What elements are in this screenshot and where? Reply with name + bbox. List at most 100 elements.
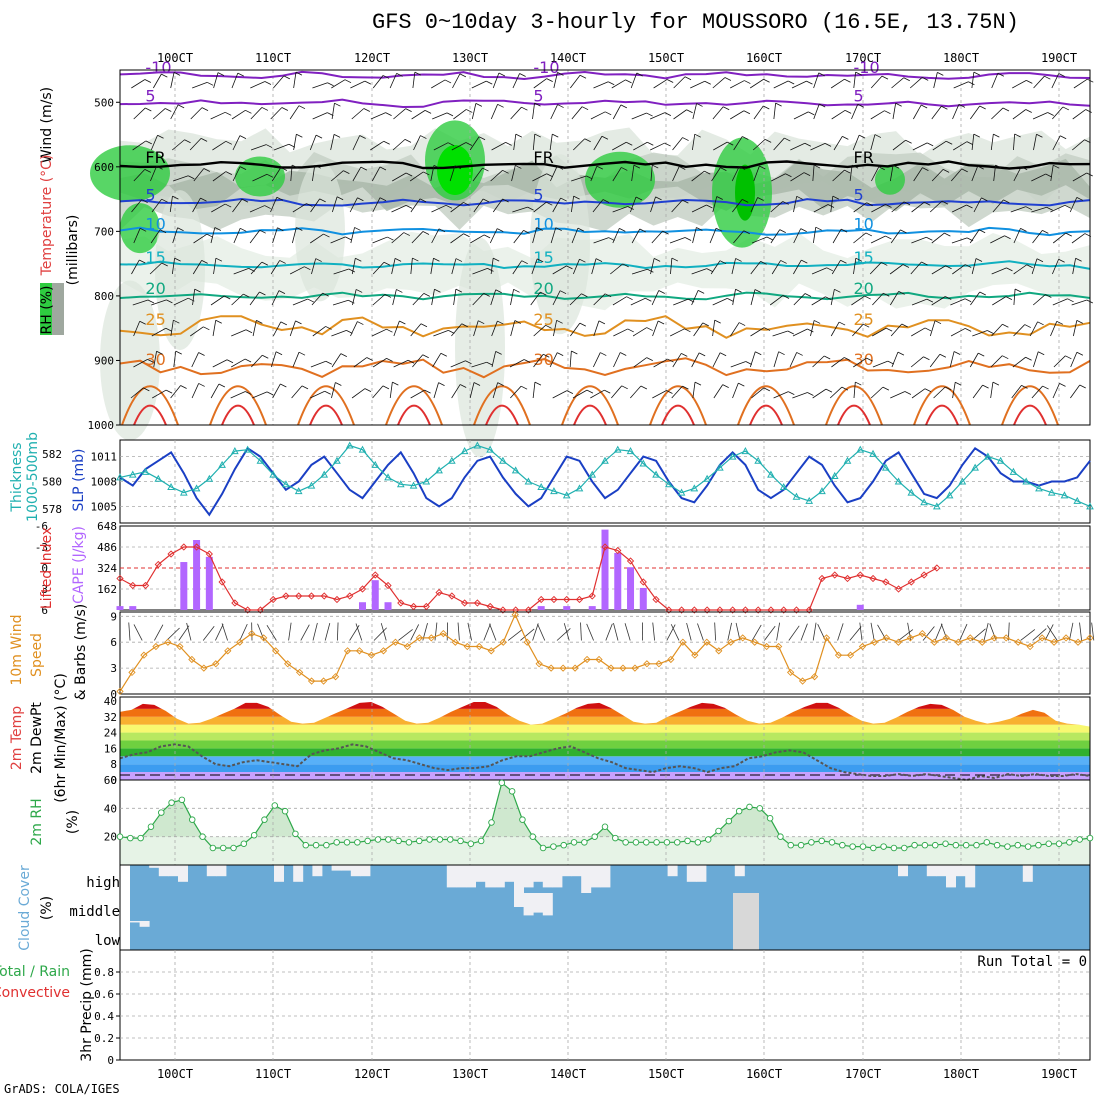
wind-barb <box>497 382 504 386</box>
wind-barb <box>396 289 403 293</box>
wind-barb <box>652 390 667 399</box>
rh2m-axis-label: (%) <box>65 810 81 834</box>
warm-contour <box>385 385 443 426</box>
wind-barb <box>355 257 362 262</box>
wind-barb <box>878 166 885 171</box>
wind-barb <box>788 391 795 396</box>
rh-point <box>983 839 991 846</box>
wind-barb <box>825 388 833 393</box>
axis-label: SLP (mb) <box>71 448 87 511</box>
hot-contour <box>221 404 255 426</box>
wind-barb <box>492 198 503 213</box>
wind-barb <box>210 295 225 306</box>
wind-barb <box>784 137 791 142</box>
wind-barb <box>249 229 261 244</box>
wind-barb <box>750 327 765 337</box>
wind-barb <box>486 80 493 85</box>
wind-barb <box>953 351 961 355</box>
wind-barb <box>581 106 589 111</box>
wind-barb <box>987 330 994 334</box>
rh-point <box>199 833 206 840</box>
wind-barb <box>1046 625 1058 641</box>
wind-barb <box>829 386 843 399</box>
wind-speed-point <box>188 655 196 664</box>
wind-barb <box>224 295 231 300</box>
wind-barb <box>314 164 321 169</box>
wind-barb <box>451 384 461 399</box>
wind-barb <box>601 135 609 140</box>
wind-speed-point <box>715 647 723 655</box>
lifted-index-point <box>460 599 469 607</box>
wind-barb <box>890 391 906 399</box>
wind-barb <box>581 293 588 298</box>
wind-barb <box>1032 230 1043 244</box>
thickness-point <box>652 470 660 478</box>
wind-barb <box>331 382 336 399</box>
wind-speed-point <box>691 651 699 659</box>
wind-barb <box>473 382 481 386</box>
wind-barb <box>1091 622 1095 641</box>
wind-barb <box>552 133 559 138</box>
wind-barb <box>738 382 745 387</box>
x-tick-label: 110CT <box>255 51 291 65</box>
wind-speed-point <box>966 634 974 642</box>
wind-barb <box>653 79 668 89</box>
wind-barb <box>391 205 407 213</box>
thickness-point <box>486 445 494 453</box>
wind-barb <box>170 385 181 399</box>
wind-barb <box>431 228 440 244</box>
rh-point <box>870 844 877 852</box>
thickness-point <box>575 484 584 492</box>
temp-bands <box>120 701 1090 780</box>
rh-point <box>158 809 165 816</box>
contour-label: 5 <box>854 185 864 204</box>
wind-barb <box>731 166 740 182</box>
wind-barb <box>189 138 202 151</box>
axis-label: (6hr Min/Max) (°C) <box>53 673 69 803</box>
rh-point <box>261 816 268 823</box>
rh-point <box>591 833 598 840</box>
rh-shading <box>120 231 1090 311</box>
wind-barb <box>682 199 689 204</box>
wind-barb <box>444 79 452 84</box>
wind-barb <box>373 627 387 641</box>
wind-barb <box>432 353 442 368</box>
wind-barb <box>990 235 1005 244</box>
wind-barb <box>557 72 564 76</box>
wind-barb <box>1076 320 1084 324</box>
wind-barb <box>270 107 283 120</box>
wind-barb <box>1069 622 1074 641</box>
wind-barb <box>892 139 906 151</box>
thickness-point <box>282 480 290 488</box>
wind-barb <box>1010 206 1026 213</box>
wind-barb <box>853 258 857 275</box>
wind-barb <box>212 359 228 368</box>
precip-axis-label: 3hr Precip (mm) <box>79 948 95 1061</box>
wind-barb <box>872 360 888 368</box>
wind-barb <box>844 109 852 114</box>
wind-barb <box>133 624 143 641</box>
wind-barb <box>771 260 781 275</box>
wind-barb <box>327 82 334 87</box>
wind-barb <box>510 320 516 337</box>
lifted-index-point <box>358 585 367 593</box>
cloud-cell <box>178 865 188 882</box>
wind-barb <box>497 228 504 232</box>
wind-barb <box>323 233 330 238</box>
axis-label: Cloud Cover <box>17 865 33 951</box>
wind-barb <box>971 165 979 182</box>
wind-barb <box>537 258 544 263</box>
wind-barb <box>298 105 306 110</box>
wind10-axis-label: 10m Wind <box>9 614 25 685</box>
wind-barb <box>941 105 948 110</box>
wind-barb <box>866 357 873 362</box>
wind-barb <box>945 386 952 391</box>
wind-barb <box>742 136 749 140</box>
minmax-axis-label: (6hr Min/Max) (°C) <box>53 673 69 803</box>
wind-barb <box>650 196 656 213</box>
wind-barb <box>331 79 346 89</box>
wind-barb <box>715 227 723 232</box>
y-tick-label: 6 <box>41 604 48 617</box>
wind-barb <box>714 319 721 324</box>
